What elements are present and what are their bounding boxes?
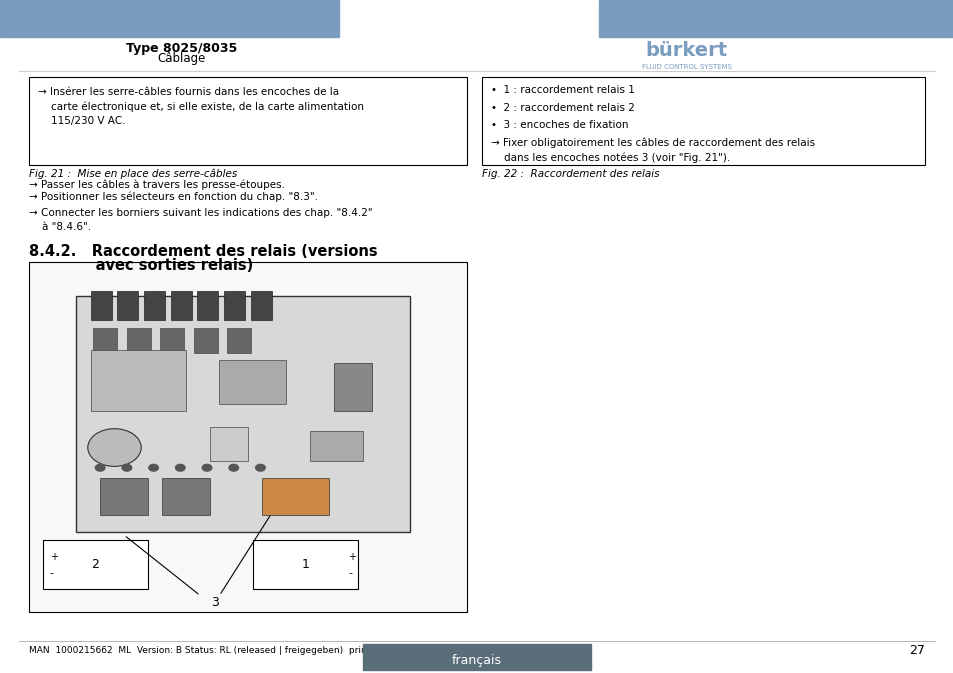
Circle shape — [149, 464, 158, 471]
Bar — [144, 291, 165, 320]
Bar — [227, 328, 251, 353]
Text: avec sorties relais): avec sorties relais) — [29, 258, 253, 273]
Text: → Positionner les sélecteurs en fonction du chap. "8.3".: → Positionner les sélecteurs en fonction… — [29, 191, 317, 202]
Text: MAN  1000215662  ML  Version: B Status: RL (released | freigegeben)  printed: 28: MAN 1000215662 ML Version: B Status: RL … — [29, 645, 438, 655]
Text: bürkert: bürkert — [645, 41, 727, 60]
Circle shape — [95, 464, 105, 471]
Bar — [117, 291, 138, 320]
Text: Type 8025/8035: Type 8025/8035 — [126, 42, 236, 55]
Text: → Insérer les serre-câbles fournis dans les encoches de la
    carte électroniqu: → Insérer les serre-câbles fournis dans … — [38, 87, 364, 127]
Bar — [91, 291, 112, 320]
Text: Fig. 21 :  Mise en place des serre-câbles: Fig. 21 : Mise en place des serre-câbles — [29, 168, 236, 179]
Bar — [160, 328, 184, 353]
Bar — [219, 360, 286, 404]
FancyBboxPatch shape — [29, 77, 467, 165]
Text: +: + — [348, 553, 355, 562]
Circle shape — [229, 464, 238, 471]
Bar — [253, 540, 357, 589]
Text: -: - — [348, 569, 352, 578]
Text: → Passer les câbles à travers les presse-étoupes.: → Passer les câbles à travers les presse… — [29, 180, 284, 190]
Text: français: français — [452, 654, 501, 668]
Bar — [197, 291, 218, 320]
Bar — [262, 478, 329, 515]
Bar — [162, 478, 210, 515]
Circle shape — [255, 464, 265, 471]
Bar — [224, 291, 245, 320]
Bar — [210, 427, 248, 461]
FancyBboxPatch shape — [481, 77, 924, 165]
Text: Câblage: Câblage — [157, 52, 205, 65]
Text: +: + — [50, 553, 57, 562]
Text: •  2 : raccordement relais 2: • 2 : raccordement relais 2 — [491, 103, 635, 113]
Text: FLUID CONTROL SYSTEMS: FLUID CONTROL SYSTEMS — [641, 65, 731, 70]
Bar — [76, 296, 410, 532]
Bar — [0, 0, 338, 37]
Bar — [171, 291, 192, 320]
Text: -: - — [50, 569, 53, 578]
Text: •  1 : raccordement relais 1: • 1 : raccordement relais 1 — [491, 85, 635, 96]
Text: Fig. 22 :  Raccordement des relais: Fig. 22 : Raccordement des relais — [481, 169, 659, 178]
Bar — [91, 350, 186, 411]
Circle shape — [202, 464, 212, 471]
Text: → Connecter les borniers suivant les indications des chap. "8.4.2"
    à "8.4.6": → Connecter les borniers suivant les ind… — [29, 208, 372, 232]
Bar — [598, 0, 953, 37]
Text: 3: 3 — [211, 596, 218, 609]
Text: •  3 : encoches de fixation: • 3 : encoches de fixation — [491, 120, 628, 131]
Bar — [362, 644, 591, 670]
Text: → Fixer obligatoirement les câbles de raccordement des relais
    dans les encoc: → Fixer obligatoirement les câbles de ra… — [491, 138, 815, 164]
Text: 2: 2 — [91, 558, 99, 571]
Bar — [251, 291, 272, 320]
Bar — [310, 431, 362, 461]
Bar — [100, 478, 148, 515]
Text: 1: 1 — [301, 558, 309, 571]
Bar — [93, 328, 117, 353]
Bar — [43, 540, 148, 589]
Circle shape — [88, 429, 141, 466]
Text: 8.4.2.   Raccordement des relais (versions: 8.4.2. Raccordement des relais (versions — [29, 244, 376, 258]
Text: 27: 27 — [908, 643, 924, 657]
Bar — [127, 328, 151, 353]
FancyBboxPatch shape — [29, 262, 467, 612]
Circle shape — [175, 464, 185, 471]
Bar — [334, 363, 372, 411]
Circle shape — [122, 464, 132, 471]
Bar — [193, 328, 217, 353]
